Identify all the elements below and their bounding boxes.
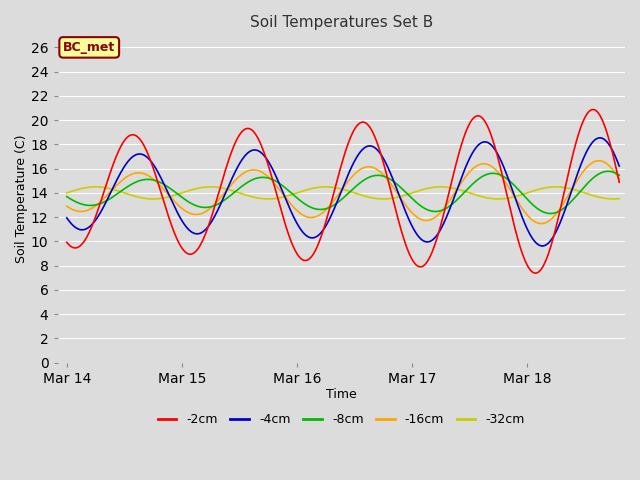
Text: BC_met: BC_met: [63, 41, 115, 54]
Legend: -2cm, -4cm, -8cm, -16cm, -32cm: -2cm, -4cm, -8cm, -16cm, -32cm: [153, 408, 530, 431]
X-axis label: Time: Time: [326, 388, 356, 401]
Y-axis label: Soil Temperature (C): Soil Temperature (C): [15, 135, 28, 263]
Title: Soil Temperatures Set B: Soil Temperatures Set B: [250, 15, 433, 30]
